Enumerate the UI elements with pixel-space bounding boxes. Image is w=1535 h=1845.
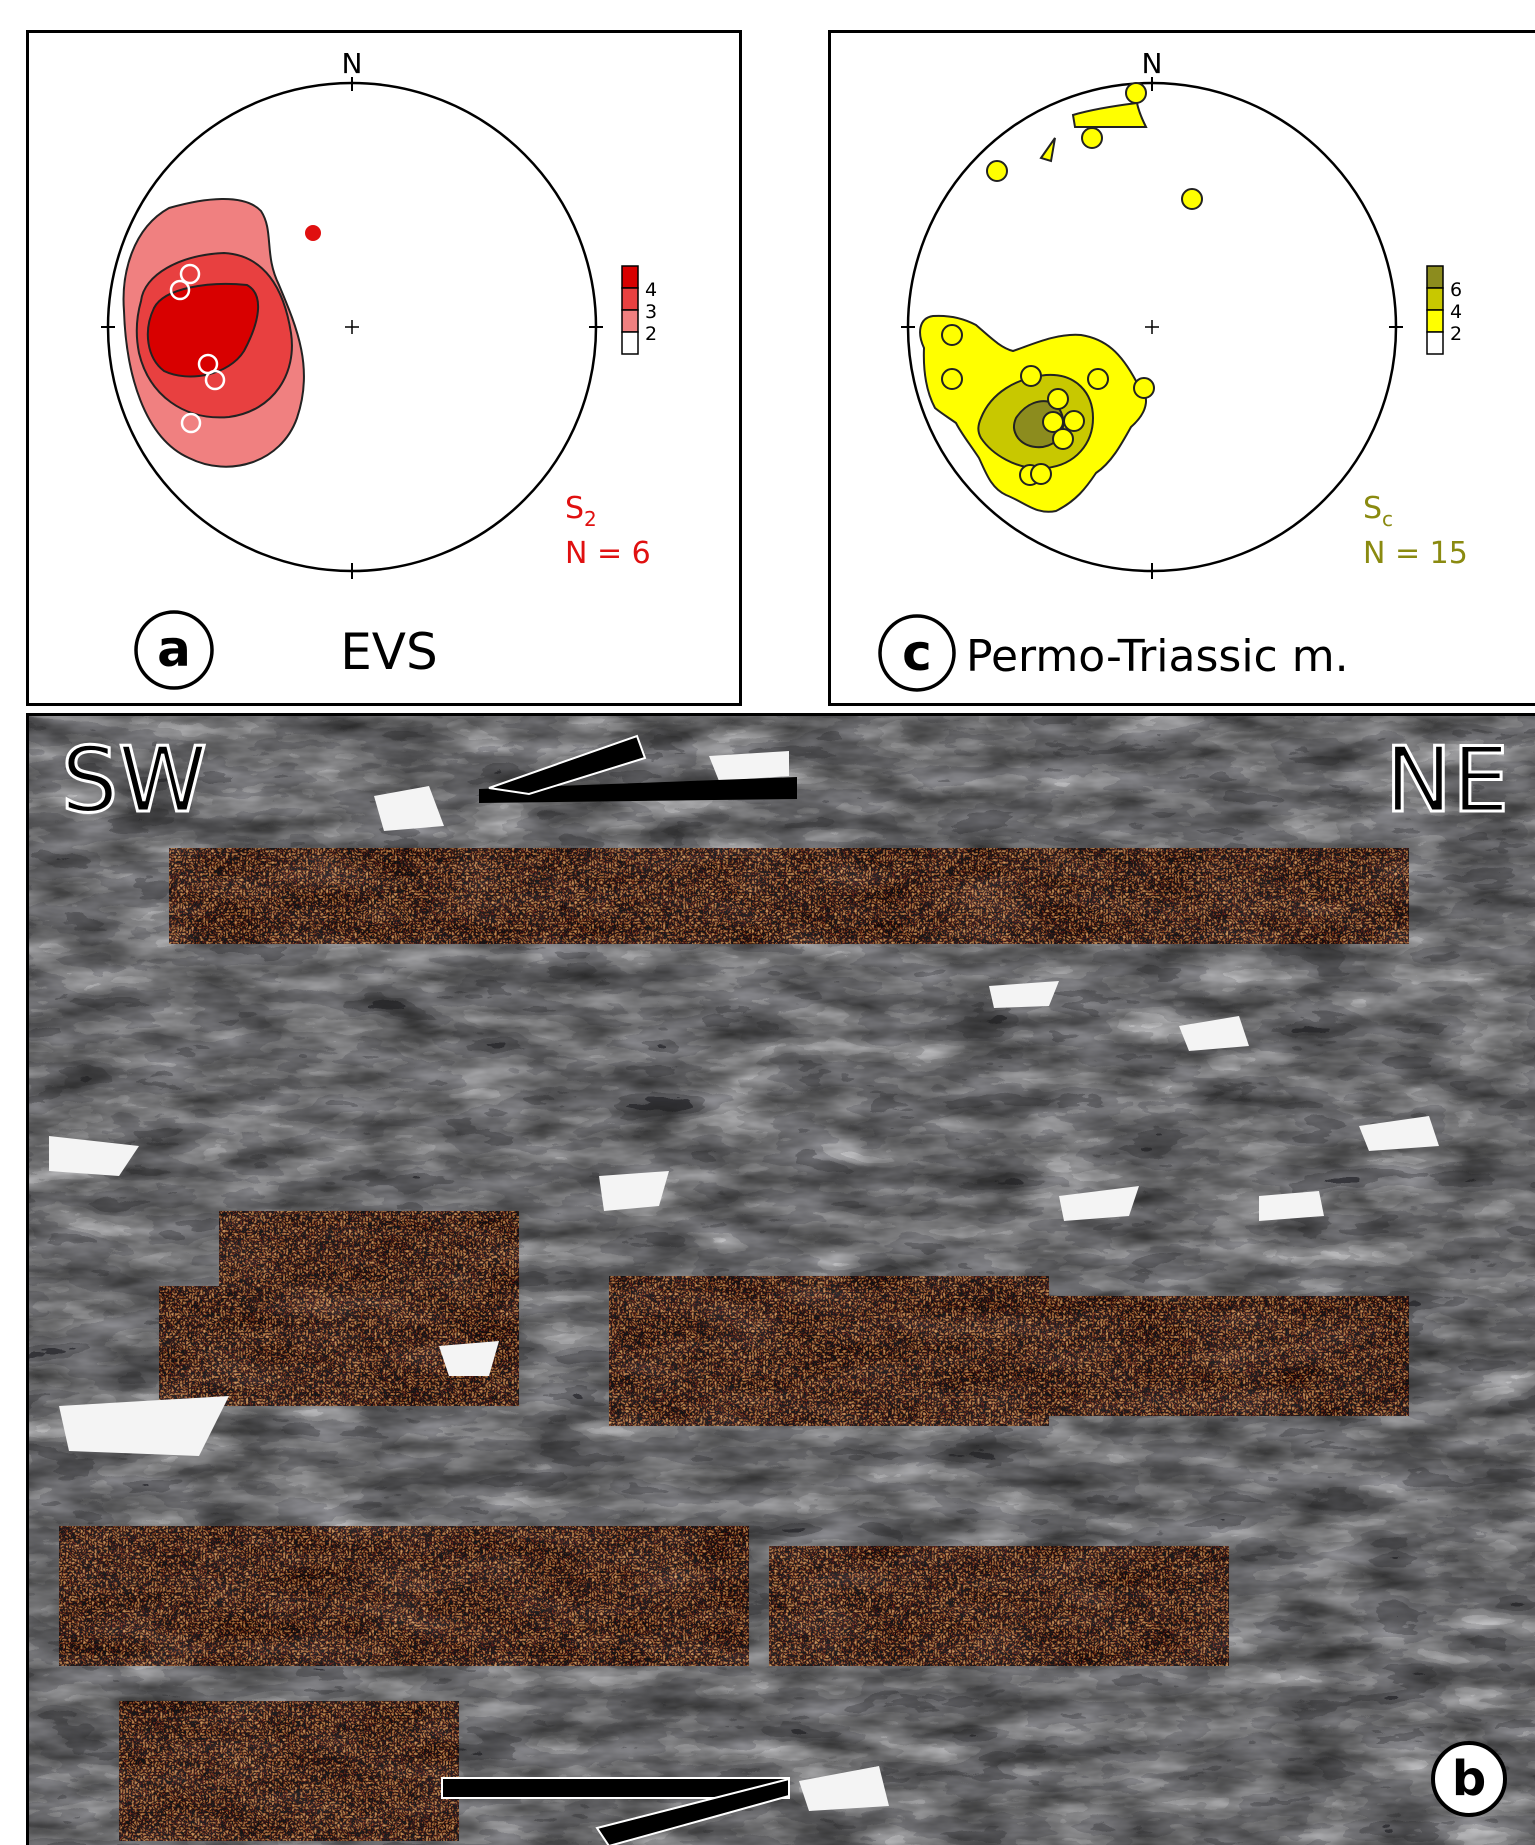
legend-swatch-2	[1426, 309, 1444, 333]
legend-tick-2: 2	[1450, 323, 1462, 345]
quartz-grain	[59, 1396, 229, 1456]
pole-point	[1133, 377, 1155, 399]
quartz-grain	[989, 981, 1059, 1008]
quartz-grain	[799, 1766, 889, 1811]
shear-arrow-bottom-shaft	[441, 1777, 790, 1799]
mica-lens	[219, 1211, 519, 1291]
panel-title: EVS	[340, 623, 438, 681]
panel-letter: c	[902, 624, 932, 682]
micrograph-svg: SW NE b	[29, 716, 1535, 1845]
stereonet-panel-a: N 4 3 2 S2 N = 6 a EVS	[26, 30, 742, 706]
shear-arrow-top	[479, 734, 797, 803]
fabric-label: S2	[565, 491, 597, 531]
mica-lenses	[59, 848, 1409, 1841]
pole-point	[1042, 411, 1064, 433]
panel-letter-circle	[134, 610, 214, 690]
legend-tick-2: 2	[645, 323, 657, 345]
mica-lens	[1009, 1296, 1409, 1416]
contour-small-north	[1071, 101, 1148, 128]
panel-letter-circle	[1431, 1741, 1507, 1817]
pole-point	[180, 412, 202, 434]
quartz-grain	[1179, 1016, 1249, 1051]
pole-point	[986, 160, 1008, 182]
count-label: N = 15	[1363, 536, 1468, 571]
quartz-grain	[1259, 1191, 1324, 1221]
shear-arrow-bottom	[441, 1777, 790, 1845]
mica-lens	[609, 1276, 1049, 1426]
mica-lens	[159, 1286, 519, 1406]
panel-letter: a	[157, 620, 191, 678]
quartz-grain	[599, 1171, 669, 1211]
stereonet-c-svg: N 6 4 2 Sc N = 15	[878, 47, 1468, 692]
stereonet-a-svg: N 4 3 2 S2 N = 6 a EVS	[101, 47, 657, 690]
panel-title: Permo-Triassic m.	[966, 631, 1349, 682]
legend-swatch-0	[621, 331, 639, 355]
micrograph-panel-b: SW NE b	[26, 713, 1535, 1845]
pole-point	[941, 324, 963, 346]
count-label: N = 6	[565, 536, 651, 571]
legend-swatch-0	[1426, 331, 1444, 355]
contour-level-4	[146, 282, 260, 378]
legend-tick-4: 4	[1450, 301, 1462, 323]
mean-point	[305, 225, 321, 241]
shear-arrow-top-barb	[488, 734, 647, 796]
pole-point	[1020, 365, 1042, 387]
panel-letter: b	[1452, 1751, 1486, 1807]
pole-point	[1081, 127, 1103, 149]
panel-letter-circle	[878, 614, 956, 692]
shear-arrow-top-shaft	[479, 777, 797, 803]
contour-small-north-2	[1039, 137, 1056, 163]
mica-lens	[119, 1701, 459, 1841]
pole-point	[1030, 463, 1052, 485]
pole-point	[1087, 368, 1109, 390]
pole-point	[204, 369, 226, 391]
pole-point	[1047, 388, 1069, 410]
legend-swatch-4	[621, 265, 639, 289]
pole-point	[1063, 410, 1085, 432]
quartz-grain	[374, 786, 444, 831]
legend-tick-3: 3	[645, 301, 657, 323]
mica-lens	[59, 1526, 459, 1666]
pole-point	[179, 263, 201, 285]
north-label: N	[1142, 47, 1163, 80]
stereonet-panel-c: N 6 4 2 Sc N = 15	[828, 30, 1535, 706]
quartz-grain	[709, 751, 789, 781]
quartz-grain	[439, 1341, 499, 1376]
quartz-grain	[1059, 1186, 1139, 1221]
direction-label-ne: NE	[1385, 728, 1509, 833]
bright-grains	[49, 751, 1439, 1811]
legend-tick-6: 6	[1450, 279, 1462, 301]
pole-point	[1052, 428, 1074, 450]
pole-point	[941, 368, 963, 390]
mica-lens	[769, 1546, 1229, 1666]
legend-swatch-4	[1426, 287, 1444, 311]
direction-label-sw: SW	[61, 728, 207, 833]
north-label: N	[342, 47, 363, 80]
fabric-label: Sc	[1363, 491, 1393, 531]
legend-swatch-3	[621, 287, 639, 311]
mica-lens	[429, 1526, 749, 1666]
pole-point	[1125, 82, 1147, 104]
legend-swatch-2	[621, 309, 639, 333]
mica-lens	[169, 848, 1409, 944]
shear-arrow-bottom-barb	[595, 1777, 790, 1845]
pole-point	[169, 279, 191, 301]
pole-point	[1181, 188, 1203, 210]
legend-tick-4: 4	[645, 279, 657, 301]
legend-swatch-6	[1426, 265, 1444, 289]
quartz-grain	[1359, 1116, 1439, 1151]
quartz-grain	[49, 1136, 139, 1176]
